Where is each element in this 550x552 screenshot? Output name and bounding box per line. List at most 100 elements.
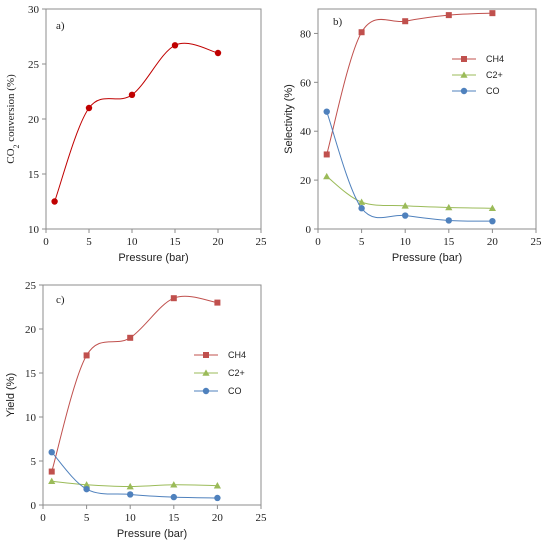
- plot-frame: [42, 284, 262, 506]
- series-line-c2: [51, 480, 218, 488]
- x-tick-label: 0: [315, 236, 321, 248]
- series-line-c2: [326, 176, 493, 209]
- series-line-ch4: [51, 295, 218, 472]
- data-point: [488, 204, 496, 212]
- series-line-co: [326, 111, 493, 222]
- chart-panel-c: 0 5 10 15 20 25 0 5 10 15 20 25 Pressure (bar) Yield …: [5, 280, 267, 540]
- y-tick-label: 20: [28, 114, 40, 126]
- legend-marker: [203, 352, 209, 358]
- data-point: [489, 10, 496, 17]
- data-point: [323, 151, 330, 158]
- y-tick-label: 15: [28, 169, 40, 181]
- chart-panel-a: 0 5 10 15 20 25 10 15 20 25 30 Pressure (bar) CO2 co…: [5, 4, 267, 264]
- data-point: [323, 108, 330, 115]
- legend-label: C2+: [228, 368, 245, 378]
- data-point: [402, 212, 409, 219]
- data-point: [170, 493, 177, 501]
- y-tick-label: 80: [300, 28, 312, 40]
- y-axis-title-subscript: 2: [12, 144, 21, 148]
- plot-frame: [45, 8, 262, 230]
- legend-marker: [461, 56, 467, 62]
- data-point: [323, 172, 331, 180]
- y-axis-title-prefix: CO: [5, 148, 17, 163]
- data-point: [171, 42, 179, 49]
- legend-label: CH4: [486, 54, 504, 64]
- panel-label: b): [333, 16, 343, 28]
- data-point: [401, 202, 409, 209]
- legend-marker: [202, 369, 210, 376]
- x-tick-label: 10: [400, 236, 412, 248]
- x-tick-label: 5: [86, 236, 92, 248]
- legend-marker: [460, 71, 468, 78]
- data-point: [489, 217, 496, 225]
- x-tick-label: 20: [213, 236, 225, 248]
- y-tick-label: 0: [31, 500, 37, 512]
- panel-label: c): [56, 294, 65, 306]
- y-tick-label: 25: [28, 59, 40, 71]
- x-tick-label: 15: [443, 236, 455, 248]
- y-tick-label: 0: [306, 224, 312, 236]
- y-axis-title: CO2 conversion (%): [5, 74, 21, 164]
- series-line-0: [54, 42, 219, 202]
- chart-panel-b: 0 5 10 15 20 25 0 20 40 60 80 Pressure (bar) Selecti…: [283, 8, 543, 264]
- x-tick-label: 10: [125, 512, 137, 524]
- data-point: [85, 104, 93, 112]
- x-tick-label: 0: [43, 236, 49, 248]
- data-point: [170, 295, 177, 302]
- x-tick-label: 5: [359, 236, 365, 248]
- x-tick-label: 25: [256, 512, 268, 524]
- y-tick-label: 20: [25, 324, 37, 336]
- x-tick-label: 0: [40, 512, 46, 524]
- y-axis-title: Selectivity (%): [283, 84, 295, 154]
- data-point: [214, 299, 221, 306]
- x-tick-label: 15: [170, 236, 182, 248]
- data-point: [213, 482, 221, 489]
- data-point: [83, 485, 90, 493]
- legend-label: CO: [228, 386, 242, 396]
- y-tick-label: 10: [28, 224, 40, 236]
- legend-marker: [202, 387, 210, 395]
- series-line-co: [51, 451, 218, 499]
- x-tick-label: 10: [127, 236, 139, 248]
- data-point: [358, 198, 366, 205]
- x-tick-label: 20: [212, 512, 224, 524]
- panel-label: a): [56, 20, 65, 32]
- data-point: [170, 481, 178, 488]
- legend-label: C2+: [486, 70, 503, 80]
- x-axis-title: Pressure (bar): [117, 528, 187, 540]
- y-tick-label: 20: [300, 175, 312, 187]
- data-point: [127, 334, 134, 341]
- y-tick-label: 30: [28, 4, 40, 16]
- data-point: [214, 49, 222, 57]
- data-point: [358, 29, 365, 36]
- legend-label: CH4: [228, 350, 246, 360]
- x-tick-label: 20: [487, 236, 499, 248]
- data-point: [48, 449, 55, 456]
- data-point: [126, 482, 134, 490]
- data-point: [48, 477, 56, 485]
- x-tick-label: 25: [531, 236, 543, 248]
- data-point: [402, 18, 409, 25]
- series-line-ch4: [326, 12, 493, 155]
- y-axis-title-suffix: conversion (%): [5, 74, 17, 145]
- data-point: [214, 494, 221, 502]
- y-tick-label: 5: [31, 456, 37, 468]
- data-point: [83, 352, 90, 359]
- data-point: [128, 91, 136, 99]
- y-tick-label: 40: [300, 126, 312, 138]
- x-axis-title: Pressure (bar): [118, 252, 188, 264]
- data-point: [445, 12, 452, 19]
- x-axis-title: Pressure (bar): [392, 252, 462, 264]
- plot-frame: [317, 8, 537, 230]
- data-point: [445, 203, 453, 211]
- x-tick-label: 25: [256, 236, 268, 248]
- data-point: [445, 217, 452, 224]
- legend-label: CO: [486, 86, 500, 96]
- x-tick-label: 15: [168, 512, 180, 524]
- data-point: [83, 481, 91, 488]
- y-tick-label: 10: [25, 412, 37, 424]
- y-tick-label: 25: [25, 280, 37, 292]
- data-point: [358, 205, 365, 212]
- data-point: [51, 198, 58, 205]
